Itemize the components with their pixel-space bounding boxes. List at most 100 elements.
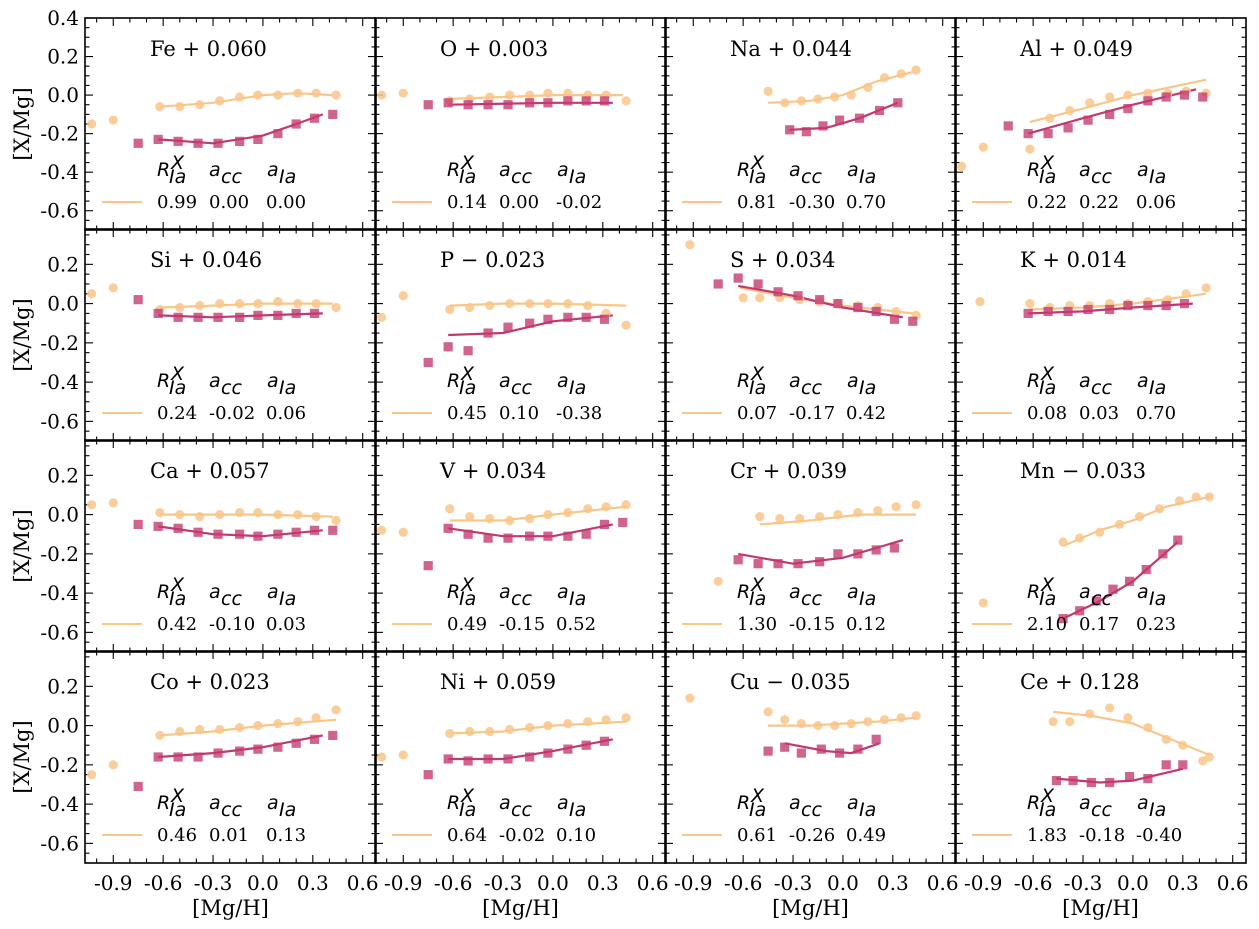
high-point [978, 142, 988, 152]
low-point [443, 98, 453, 108]
param-aia-label: a [1137, 792, 1149, 814]
low-point [328, 525, 338, 535]
high-point [1025, 144, 1035, 154]
low-point [1086, 777, 1096, 788]
low-point [1003, 121, 1013, 131]
high-point [293, 509, 303, 520]
y-tick-label: -0.4 [40, 160, 79, 184]
high-point [175, 302, 185, 313]
panel-title: Si + 0.046 [150, 248, 262, 272]
low-point [328, 109, 338, 119]
high-point [601, 715, 611, 725]
high-point [108, 115, 118, 125]
param-value: 0.14 [447, 192, 487, 213]
low-point [753, 279, 763, 289]
panel-data [87, 283, 341, 322]
param-acc-label: a [789, 581, 801, 603]
high-point [485, 92, 495, 102]
low-point [291, 527, 301, 537]
panel-frame [84, 228, 377, 442]
y-axis-title: [X/Mg] [10, 87, 34, 160]
param-value: 0.17 [1079, 614, 1119, 635]
low-point [1091, 596, 1101, 606]
param-r-label: R [737, 581, 750, 603]
x-tick-label: 0.3 [1167, 871, 1199, 895]
panel-data [763, 65, 921, 137]
param-acc-label: a [1079, 581, 1091, 603]
high-point [1161, 734, 1171, 744]
low-point [291, 308, 301, 319]
high-point [445, 304, 455, 315]
low-point [543, 748, 553, 758]
param-aia-label: a [847, 792, 859, 814]
high-point [445, 504, 455, 514]
high-point [621, 96, 631, 106]
low-point [1105, 777, 1115, 788]
high-point [175, 102, 185, 112]
param-value: 0.00 [266, 192, 306, 213]
high-point [1154, 504, 1165, 514]
panel-data [377, 88, 631, 110]
param-aia-label: a [267, 581, 279, 603]
panel-data [957, 78, 1211, 171]
high-point [1025, 298, 1035, 309]
high-point [465, 726, 475, 737]
param-r-sup: X [460, 574, 475, 596]
high-point [911, 65, 921, 75]
low-point [525, 318, 535, 328]
high-model-line [449, 505, 627, 522]
high-point [87, 289, 97, 299]
param-value: 0.12 [846, 614, 886, 635]
high-point [195, 100, 205, 110]
high-point [830, 92, 840, 102]
param-aia-sub: Ia [279, 799, 296, 821]
high-point [235, 92, 245, 102]
low-point [235, 746, 245, 756]
low-point [1178, 760, 1188, 770]
low-point [1198, 92, 1208, 102]
high-point [525, 722, 535, 733]
param-r-sub: Ia [1039, 377, 1056, 399]
high-point [1178, 740, 1188, 750]
low-point [1173, 535, 1183, 545]
x-tick-label: 0.3 [297, 871, 329, 895]
high-point [846, 90, 856, 100]
param-acc-sub: cc [221, 799, 242, 821]
y-tick-label: -0.4 [40, 581, 79, 605]
x-axis-title: [Mg/H] [192, 896, 269, 920]
low-point [854, 113, 865, 123]
param-value: 0.10 [499, 403, 539, 424]
param-value: 0.42 [846, 403, 886, 424]
high-point [108, 498, 118, 508]
high-point [505, 90, 515, 100]
param-aia-label: a [267, 370, 279, 392]
param-acc-sub: cc [511, 588, 532, 610]
x-axis-title: [Mg/H] [772, 896, 849, 920]
high-point [1105, 703, 1115, 713]
high-point [583, 504, 593, 514]
y-tick-label: 0.2 [47, 674, 79, 698]
low-point [153, 752, 163, 762]
low-point [1068, 775, 1078, 786]
param-r-label: R [737, 159, 750, 181]
y-axis-title: [X/Mg] [10, 720, 34, 793]
high-point [398, 527, 408, 537]
x-tick-label: -0.6 [724, 871, 763, 895]
high-point [215, 509, 225, 520]
param-r-sup: X [170, 152, 185, 174]
high-point [780, 715, 790, 725]
high-point [87, 770, 97, 780]
low-point [1083, 115, 1093, 125]
high-point [273, 90, 283, 100]
low-point [1105, 304, 1115, 315]
low-point [1058, 614, 1068, 624]
panel-data [87, 498, 341, 541]
param-acc-sub: cc [221, 588, 242, 610]
high-point [377, 90, 387, 100]
x-tick-label: -0.9 [964, 871, 1003, 895]
high-model-line [159, 92, 333, 108]
